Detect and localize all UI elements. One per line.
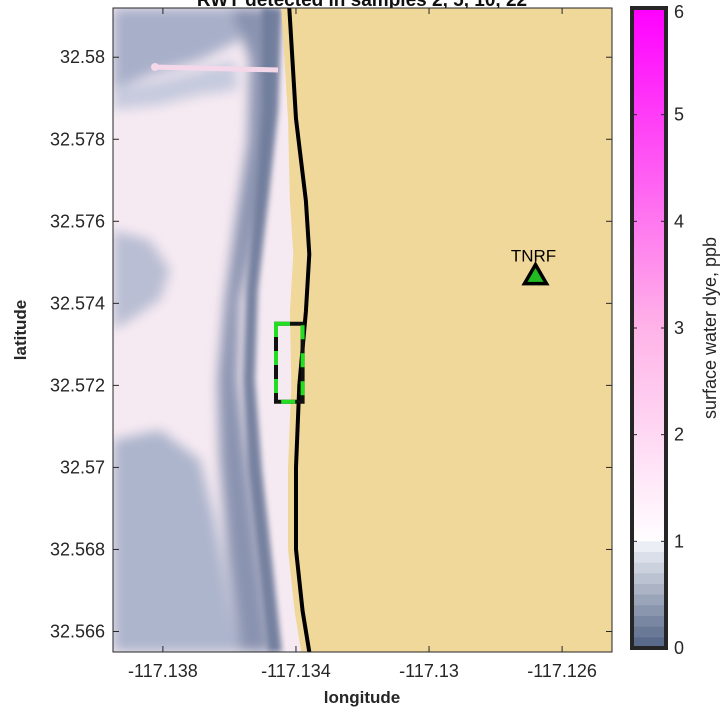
- axes-frame: [112, 7, 613, 653]
- colorbar: 0 1 2 3 4 5 6 surface water dye, ppb: [630, 2, 720, 658]
- colorbar-tick-label: 4: [674, 211, 684, 231]
- beach-fringe: [281, 8, 310, 652]
- pier-structure: [151, 64, 279, 73]
- colorbar-step: [632, 616, 666, 627]
- y-tick-label: 32.566: [50, 621, 105, 641]
- colorbar-low-steps: [632, 541, 666, 648]
- sample-region-box-outline: [274, 321, 305, 404]
- colorbar-step: [632, 573, 666, 584]
- y-tick-label: 32.58: [60, 47, 105, 67]
- colorbar-tick-label: 2: [674, 425, 684, 445]
- x-ticks: -117.138 -117.134 -117.13 -117.126: [128, 8, 597, 681]
- dye-low-region-west-mid: [113, 230, 170, 330]
- y-tick-label: 32.568: [50, 539, 105, 559]
- colorbar-tick-label: 0: [674, 638, 684, 658]
- colorbar-tick-label: 6: [674, 2, 684, 22]
- x-tick-label: -117.13: [399, 661, 459, 681]
- x-axis-label: longitude: [324, 688, 400, 707]
- pier-end: [151, 63, 159, 71]
- y-tick-label: 32.572: [50, 375, 105, 395]
- colorbar-step: [632, 605, 666, 616]
- y-tick-label: 32.57: [60, 457, 105, 477]
- site-marker-triangle: [521, 261, 550, 286]
- colorbar-step: [632, 637, 666, 648]
- y-tick-label: 32.578: [50, 129, 105, 149]
- colorbar-tick-label: 3: [674, 318, 684, 338]
- site-label: TNRF: [511, 247, 556, 266]
- pier: [151, 63, 279, 73]
- dye-low-region-nw: [113, 60, 238, 110]
- colorbar-ticks: 0 1 2 3 4 5 6: [632, 2, 684, 658]
- colorbar-step: [632, 626, 666, 638]
- dye-swash-zone: [243, 8, 282, 652]
- y-ticks: 32.566 32.568 32.57 32.572 32.574 32.576 32.57…: [50, 47, 612, 641]
- colorbar-tick-label: 5: [674, 105, 684, 125]
- colorbar-step: [632, 562, 666, 574]
- land: [289, 8, 612, 652]
- map-title: RWT detected in samples 2, 5, 10, 22: [197, 0, 527, 11]
- colorbar-tick-label: 1: [674, 531, 684, 551]
- y-tick-label: 32.574: [50, 293, 105, 313]
- x-tick-label: -117.126: [527, 661, 597, 681]
- y-tick-label: 32.576: [50, 211, 105, 231]
- y-axis-label: latitude: [11, 300, 30, 360]
- x-tick-label: -117.138: [128, 661, 198, 681]
- map-axes: TNRF: [113, 8, 612, 652]
- x-tick-label: -117.134: [261, 661, 331, 681]
- dye-low-region-west: [113, 8, 245, 90]
- colorbar-step: [632, 552, 666, 563]
- colorbar-step: [632, 594, 666, 606]
- colorbar-step: [632, 541, 666, 552]
- dye-low-region-west-low: [113, 430, 240, 652]
- colorbar-label: surface water dye, ppb: [700, 237, 720, 419]
- colorbar-step: [632, 584, 666, 595]
